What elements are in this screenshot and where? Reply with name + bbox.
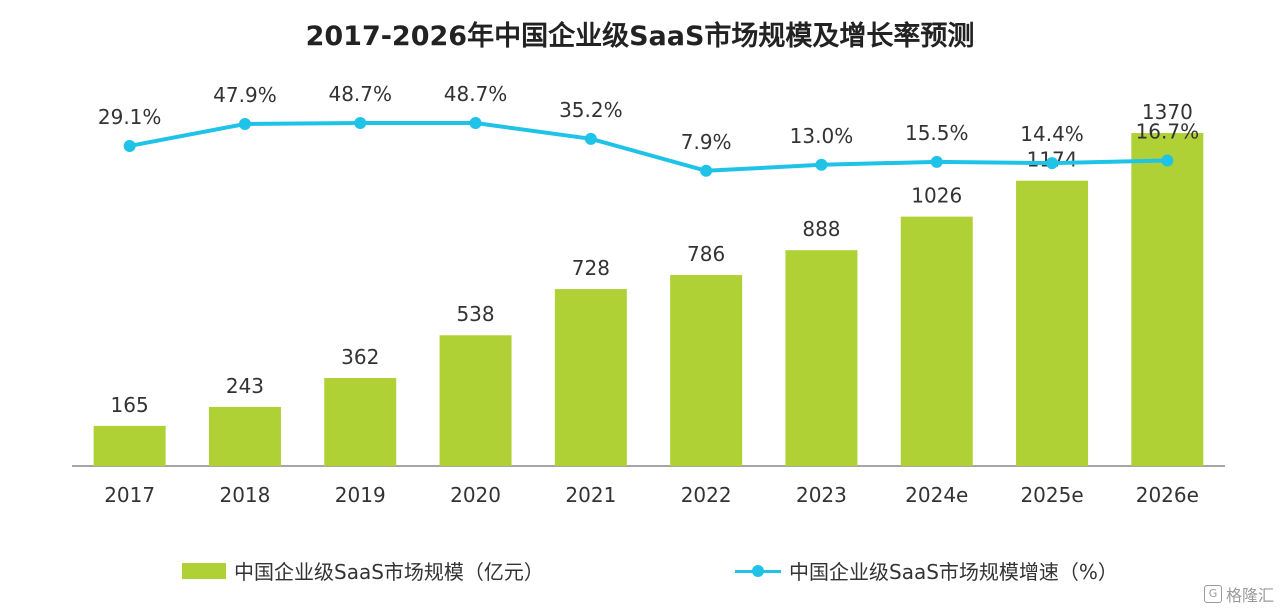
- bar-2017: [93, 425, 166, 466]
- bar-value-label: 1026: [911, 184, 962, 208]
- bar-2021: [554, 289, 627, 466]
- growth-point-2026e: [1161, 154, 1174, 167]
- growth-point-2023: [815, 158, 828, 171]
- growth-value-label: 35.2%: [559, 98, 623, 122]
- growth-value-label: 16.7%: [1136, 119, 1200, 143]
- x-tick-label: 2021: [565, 483, 616, 507]
- bar-2019: [324, 378, 397, 466]
- bar-2025e: [1016, 180, 1089, 466]
- gelonghui-logo-icon: G: [1203, 585, 1222, 603]
- watermark-text: 格隆汇: [1225, 586, 1274, 605]
- x-tick-label: 2019: [335, 483, 386, 507]
- legend-line-series: 中国企业级SaaS市场规模增速（%）: [735, 556, 1118, 585]
- growth-value-label: 7.9%: [681, 130, 732, 154]
- growth-value-label: 48.7%: [444, 82, 508, 106]
- x-tick-label: 2024e: [905, 483, 968, 507]
- growth-value-label: 14.4%: [1020, 122, 1084, 146]
- bar-value-label: 165: [111, 393, 149, 417]
- bar-value-label: 1370: [1142, 100, 1193, 124]
- x-tick-label: 2026e: [1136, 483, 1199, 507]
- growth-point-2025e: [1046, 157, 1059, 170]
- growth-value-label: 13.0%: [790, 124, 854, 148]
- watermark: G 格隆汇: [1203, 582, 1274, 606]
- bar-value-label: 243: [226, 374, 264, 398]
- bar-2023: [785, 250, 858, 466]
- bar-2024e: [900, 216, 973, 466]
- growth-point-2018: [238, 117, 251, 130]
- growth-value-label: 29.1%: [98, 105, 162, 129]
- legend-line-swatch: [735, 563, 781, 579]
- bar-value-label: 728: [572, 256, 610, 280]
- legend-bar-label: 中国企业级SaaS市场规模（亿元）: [234, 560, 544, 584]
- growth-point-2024e: [930, 155, 943, 168]
- x-tick-label: 2017: [104, 483, 155, 507]
- growth-point-2020: [469, 117, 482, 130]
- bar-2026e: [1131, 133, 1204, 467]
- bar-value-label: 362: [341, 345, 379, 369]
- growth-rate-line: [129, 121, 1168, 173]
- bar-value-label: 888: [802, 217, 840, 241]
- bar-value-label: 538: [456, 302, 494, 326]
- chart-title: 2017-2026年中国企业级SaaS市场规模及增长率预测: [305, 21, 975, 52]
- x-tick-label: 2018: [219, 483, 270, 507]
- bar-2020: [439, 335, 512, 466]
- x-tick-label: 2025e: [1020, 483, 1083, 507]
- growth-value-label: 48.7%: [328, 82, 392, 106]
- bar-value-label: 786: [687, 242, 725, 266]
- growth-value-label: 47.9%: [213, 83, 277, 107]
- growth-point-2021: [584, 132, 597, 145]
- growth-value-label: 15.5%: [905, 121, 969, 145]
- growth-point-2017: [123, 139, 136, 152]
- legend-bar-series: 中国企业级SaaS市场规模（亿元）: [182, 556, 544, 585]
- growth-point-2022: [700, 164, 713, 177]
- x-tick-label: 2022: [681, 483, 732, 507]
- bar-2022: [670, 274, 743, 466]
- legend-bar-swatch: [182, 562, 226, 579]
- bar-2018: [208, 406, 281, 466]
- x-tick-label: 2023: [796, 483, 847, 507]
- x-tick-label: 2020: [450, 483, 501, 507]
- legend-line-label: 中国企业级SaaS市场规模增速（%）: [789, 560, 1118, 584]
- growth-point-2019: [354, 117, 367, 130]
